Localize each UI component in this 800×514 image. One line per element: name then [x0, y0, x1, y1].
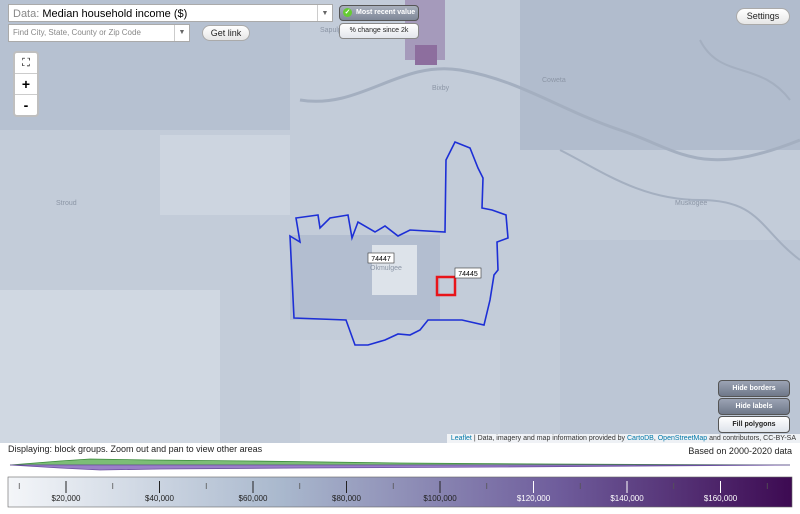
place-label: Okmulgee	[370, 265, 402, 272]
place-label: Coweta	[542, 77, 566, 84]
zip-label: 74445	[458, 271, 478, 278]
attribution-link[interactable]: Leaflet	[450, 435, 472, 442]
zoom-control: ⛶ + -	[13, 51, 39, 117]
zoom-extent-button[interactable]: ⛶	[15, 53, 37, 74]
legend-tick-label: $100,000	[423, 494, 457, 503]
data-label: Data:	[13, 8, 40, 20]
zip-boundary	[289, 140, 509, 346]
most-recent-label: Most recent value	[356, 9, 416, 16]
zip-label: 74447	[371, 256, 391, 263]
zip-label-box	[454, 267, 482, 279]
zip-label-box	[367, 252, 395, 264]
region	[300, 340, 500, 443]
place-label: Muskogee	[675, 200, 707, 207]
attribution-link[interactable]: CartoDB	[627, 435, 654, 442]
percent-change-toggle[interactable]: % change since 2k	[339, 23, 419, 39]
region	[0, 290, 220, 443]
zip-boundary-selected	[435, 275, 457, 297]
region	[290, 235, 440, 320]
legend-tick-label: $120,000	[517, 494, 551, 503]
dropdown-arrow: ▼	[317, 5, 332, 21]
legend-tick-label: $40,000	[145, 494, 174, 503]
settings-button[interactable]: Settings	[736, 8, 790, 25]
get-link-button[interactable]: Get link	[202, 25, 250, 41]
legend-tick-label: $20,000	[52, 494, 81, 503]
fill-polygons-button[interactable]: Fill polygons	[718, 416, 790, 433]
search-placeholder: Find City, State, County or Zip Code	[13, 28, 141, 37]
zoom-in-button[interactable]: +	[15, 74, 37, 95]
data-value: Median household income ($)	[42, 8, 188, 20]
place-label: Stroud	[56, 200, 77, 207]
river	[699, 39, 791, 101]
hide-labels-button[interactable]: Hide labels	[718, 398, 790, 415]
legend-scale	[7, 476, 793, 508]
most-recent-toggle[interactable]: ✓ Most recent value	[339, 5, 419, 21]
legend-tick-label: $60,000	[239, 494, 268, 503]
hide-borders-button[interactable]: Hide borders	[718, 380, 790, 397]
attribution-text: | Data, imagery and map information prov…	[471, 435, 627, 442]
place-label: Bixby	[432, 85, 450, 92]
legend-tick-label: $80,000	[332, 494, 361, 503]
check-icon: ✓	[343, 8, 352, 17]
map[interactable]: Sapulpa Bixby Coweta Stroud Okmulgee Mus…	[0, 0, 800, 443]
dropdown-arrow: ▼	[174, 25, 189, 41]
region	[160, 135, 290, 215]
attribution-link[interactable]: OpenStreetMap	[657, 435, 708, 442]
search-input[interactable]: Find City, State, County or Zip Code ▼	[8, 24, 190, 42]
based-on-note: Based on 2000-2020 data	[688, 446, 792, 456]
zoom-out-button[interactable]: -	[23, 97, 29, 113]
attribution: Leaflet | Data, imagery and map informat…	[446, 434, 800, 443]
legend-tick-label: $160,000	[704, 494, 738, 503]
displaying-note: Displaying: block groups. Zoom out and p…	[8, 444, 263, 454]
legend-tick-label: $140,000	[610, 494, 644, 503]
place-label: Sapulpa	[320, 27, 346, 34]
attribution-text: ,	[653, 435, 658, 442]
histogram-current	[9, 458, 791, 466]
river	[559, 149, 800, 261]
region	[415, 45, 437, 65]
data-select[interactable]: Data: Median household income ($) ▼	[8, 4, 333, 22]
attribution-text: and contributors, CC-BY-SA	[707, 435, 796, 442]
histogram-previous	[9, 464, 791, 471]
river	[299, 67, 800, 162]
legend: $20,000 $40,000 $60,000 $80,000 $100,000 $120…	[7, 458, 793, 508]
